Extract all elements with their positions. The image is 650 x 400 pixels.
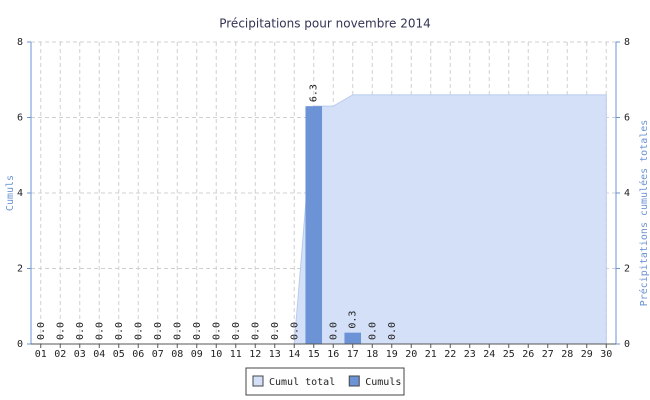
x-tick-label: 29: [581, 349, 593, 360]
value-label: 0.0: [270, 322, 281, 340]
value-label: 0.0: [328, 322, 339, 340]
bar: [305, 106, 323, 344]
y-tick-label: 8: [17, 37, 23, 48]
x-tick-label: 22: [444, 349, 456, 360]
value-label: 0.0: [36, 322, 47, 340]
y2-axis-title: Précipitations cumulées totales: [638, 120, 650, 307]
x-tick-label: 30: [600, 349, 612, 360]
x-tick-label: 10: [210, 349, 222, 360]
y-tick-label: 0: [17, 339, 23, 350]
x-tick-label: 04: [93, 349, 105, 360]
x-tick-label: 08: [171, 349, 183, 360]
value-label: 0.0: [133, 322, 144, 340]
y2-tick-label: 0: [624, 339, 630, 350]
value-label: 0.3: [348, 311, 359, 329]
legend-swatch: [348, 375, 360, 387]
x-tick-label: 28: [561, 349, 573, 360]
x-tick-label: 05: [113, 349, 125, 360]
value-label: 0.0: [387, 322, 398, 340]
x-tick-label: 01: [35, 349, 47, 360]
x-tick-label: 07: [152, 349, 164, 360]
x-tick-label: 13: [269, 349, 281, 360]
value-label: 0.0: [172, 322, 183, 340]
value-label: 0.0: [289, 322, 300, 340]
value-label: 0.0: [192, 322, 203, 340]
y-tick-label: 4: [17, 188, 23, 199]
value-label: 6.3: [309, 84, 320, 102]
x-tick-label: 20: [405, 349, 417, 360]
value-label: 0.0: [75, 322, 86, 340]
value-label: 0.0: [153, 322, 164, 340]
chart-title: Précipitations pour novembre 2014: [219, 17, 431, 31]
x-tick-label: 25: [503, 349, 515, 360]
legend-label: Cumul total: [269, 377, 335, 388]
x-tick-label: 06: [132, 349, 144, 360]
y-tick-label: 2: [17, 264, 23, 275]
value-label: 0.0: [211, 322, 222, 340]
x-tick-label: 26: [522, 349, 534, 360]
x-tick-label: 18: [366, 349, 378, 360]
x-tick-label: 19: [386, 349, 398, 360]
bar: [344, 332, 362, 344]
y-tick-label: 6: [17, 113, 23, 124]
y-axis-title: Cumuls: [5, 175, 16, 211]
x-tick-label: 11: [230, 349, 242, 360]
legend-label: Cumuls: [365, 377, 401, 388]
value-label: 0.0: [231, 322, 242, 340]
x-tick-label: 03: [74, 349, 86, 360]
x-tick-label: 24: [483, 349, 495, 360]
y2-tick-label: 8: [624, 37, 630, 48]
value-label: 0.0: [55, 322, 66, 340]
y2-tick-label: 2: [624, 264, 630, 275]
x-tick-label: 12: [249, 349, 261, 360]
y2-tick-label: 6: [624, 113, 630, 124]
area: [40, 94, 607, 345]
x-tick-label: 16: [327, 349, 339, 360]
x-tick-label: 02: [54, 349, 66, 360]
value-label: 0.0: [250, 322, 261, 340]
legend-box: [245, 367, 405, 396]
x-tick-label: 14: [288, 349, 300, 360]
x-tick-label: 15: [308, 349, 320, 360]
x-tick-label: 23: [464, 349, 476, 360]
x-tick-label: 27: [542, 349, 554, 360]
x-tick-label: 17: [347, 349, 359, 360]
x-tick-label: 09: [191, 349, 203, 360]
y2-tick-label: 4: [624, 188, 630, 199]
legend-swatch: [252, 375, 264, 387]
value-label: 0.0: [94, 322, 105, 340]
value-label: 0.0: [114, 322, 125, 340]
x-tick-label: 21: [425, 349, 437, 360]
value-label: 0.0: [367, 322, 378, 340]
